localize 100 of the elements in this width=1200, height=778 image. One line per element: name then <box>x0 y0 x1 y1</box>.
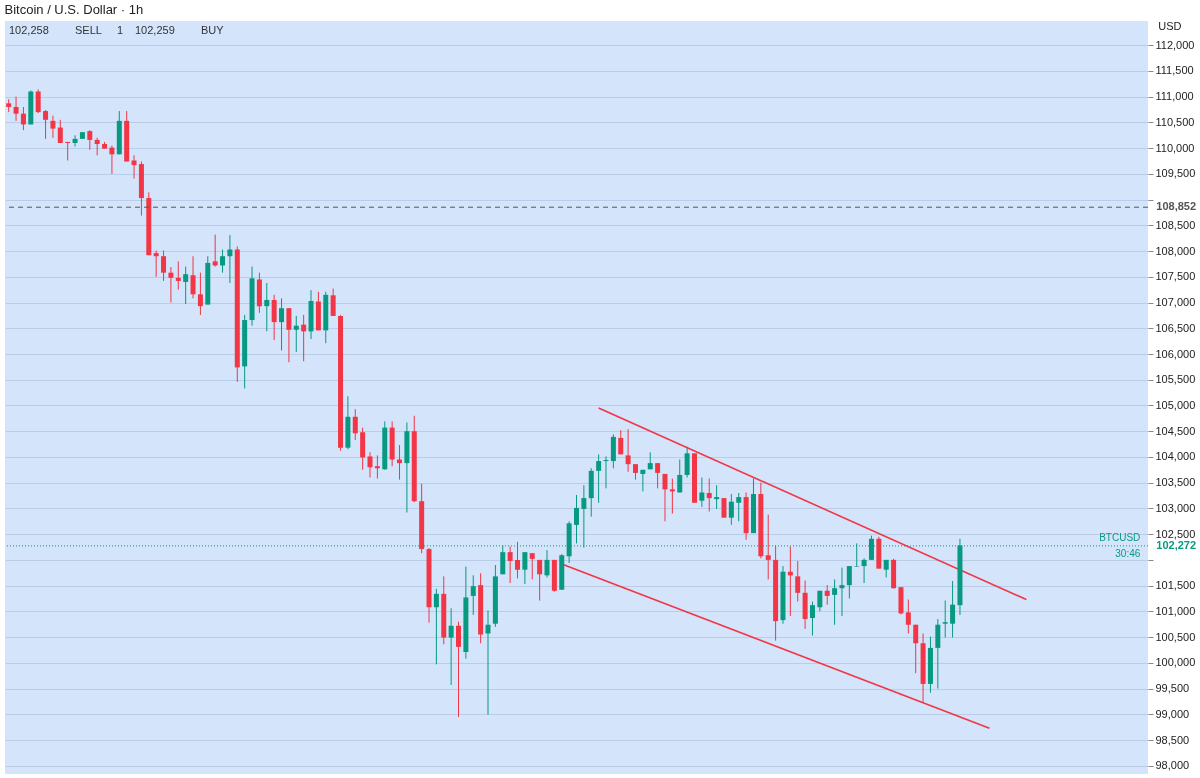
candlestick <box>950 580 956 639</box>
candlestick <box>212 234 218 268</box>
candlestick <box>846 565 852 599</box>
candlestick <box>522 551 528 585</box>
candlestick <box>175 260 181 291</box>
candlestick <box>57 119 63 144</box>
candlestick <box>537 559 543 602</box>
y-tick-label: 102,500 <box>1155 527 1196 540</box>
candlestick <box>625 428 631 473</box>
candlestick <box>839 567 845 617</box>
candlestick <box>35 88 41 114</box>
y-tick-label: 104,000 <box>1155 450 1196 463</box>
candlestick <box>677 459 683 493</box>
candlestick <box>714 484 720 510</box>
candlestick <box>301 314 307 362</box>
ref-line-label: 108,852 <box>1156 200 1197 213</box>
y-tick-label: 98,500 <box>1155 733 1190 746</box>
y-tick-label: 110,000 <box>1155 141 1195 154</box>
candlestick <box>87 129 93 151</box>
y-tick-label: 104,500 <box>1155 424 1196 437</box>
candlestick <box>684 446 690 479</box>
y-tick-label: 103,500 <box>1155 476 1196 489</box>
candlestick <box>367 451 373 479</box>
candlestick <box>374 454 380 480</box>
candlestick <box>50 115 56 139</box>
candlestick <box>603 455 609 489</box>
candlestick <box>861 557 867 584</box>
y-tick-label: 105,500 <box>1155 373 1196 386</box>
candlestick <box>161 250 167 282</box>
ref-line-label: 102,272 <box>1156 538 1197 551</box>
y-tick-label: 106,500 <box>1155 321 1196 334</box>
candlestick <box>220 249 226 274</box>
annotation: BTCUSD <box>1099 531 1141 543</box>
candlestick <box>72 134 78 148</box>
y-tick-label: 106,000 <box>1155 347 1196 360</box>
candlestick <box>286 307 292 363</box>
y-tick-label: 105,000 <box>1155 398 1196 411</box>
candlestick <box>574 494 579 544</box>
candlestick <box>721 497 727 519</box>
candlestick <box>832 578 838 626</box>
candlestick <box>736 492 742 522</box>
candlestick <box>662 473 668 522</box>
candlestick <box>655 462 661 489</box>
candlestick <box>433 588 439 665</box>
y-tick-label: 110,500 <box>1155 115 1195 128</box>
candlestick <box>293 315 299 353</box>
y-tick-label: 108,000 <box>1155 244 1196 257</box>
candlestick <box>131 154 137 179</box>
y-tick-label: 99,000 <box>1155 707 1190 720</box>
candlestick <box>699 477 705 508</box>
candlestick <box>706 478 712 513</box>
annotation: BUY <box>201 24 225 36</box>
candlestick <box>507 546 513 584</box>
candlestick <box>905 599 911 634</box>
y-axis-title: USD <box>1158 20 1182 32</box>
y-tick-label: 109,500 <box>1155 167 1196 180</box>
candlestick <box>20 106 26 131</box>
candlestick <box>330 288 336 317</box>
y-tick-label: 100,000 <box>1155 656 1196 669</box>
annotation: 102,259 <box>135 24 175 36</box>
candlestick <box>65 141 71 161</box>
candlestick <box>618 429 624 455</box>
y-tick-label: 98,000 <box>1155 759 1190 772</box>
candlestick <box>279 297 285 351</box>
candlestick <box>765 514 771 580</box>
candlestick <box>197 272 203 316</box>
candlestick <box>529 552 535 580</box>
chart-title: Bitcoin / U.S. Dollar · 1h <box>4 2 144 17</box>
candlestick <box>190 255 196 299</box>
candlestick <box>596 453 602 504</box>
candlestick <box>485 609 491 716</box>
candlestick <box>227 234 233 284</box>
y-tick-label: 112,000 <box>1155 38 1195 51</box>
y-tick-label: 99,500 <box>1155 682 1190 695</box>
candlestick <box>470 574 476 616</box>
candlestick <box>456 621 462 718</box>
candlestick <box>43 109 49 140</box>
y-tick-label: 100,500 <box>1155 630 1196 643</box>
candlestick <box>153 250 159 278</box>
candlestick <box>669 478 675 515</box>
candlestick <box>352 408 358 441</box>
y-tick-label: 101,000 <box>1155 604 1196 617</box>
candlestick <box>109 145 115 175</box>
candlestick <box>795 560 801 603</box>
candlestick <box>264 282 270 332</box>
y-tick-label: 103,000 <box>1155 501 1196 514</box>
annotation: 102,258 <box>9 24 49 36</box>
candlestick <box>515 541 521 579</box>
y-tick-label: 111,000 <box>1155 90 1194 103</box>
candlestick <box>728 493 734 526</box>
y-tick-label: 101,500 <box>1155 579 1196 592</box>
candlestick <box>271 294 277 341</box>
candlestick <box>809 601 815 637</box>
y-tick-label: 108,500 <box>1155 218 1196 231</box>
annotation: 1 <box>117 24 124 36</box>
y-tick-label: 111,500 <box>1155 64 1194 77</box>
candlestick <box>168 266 174 304</box>
candlestick <box>183 266 189 305</box>
y-tick-label: 107,000 <box>1155 296 1196 309</box>
y-tick-label: 107,500 <box>1155 270 1196 283</box>
